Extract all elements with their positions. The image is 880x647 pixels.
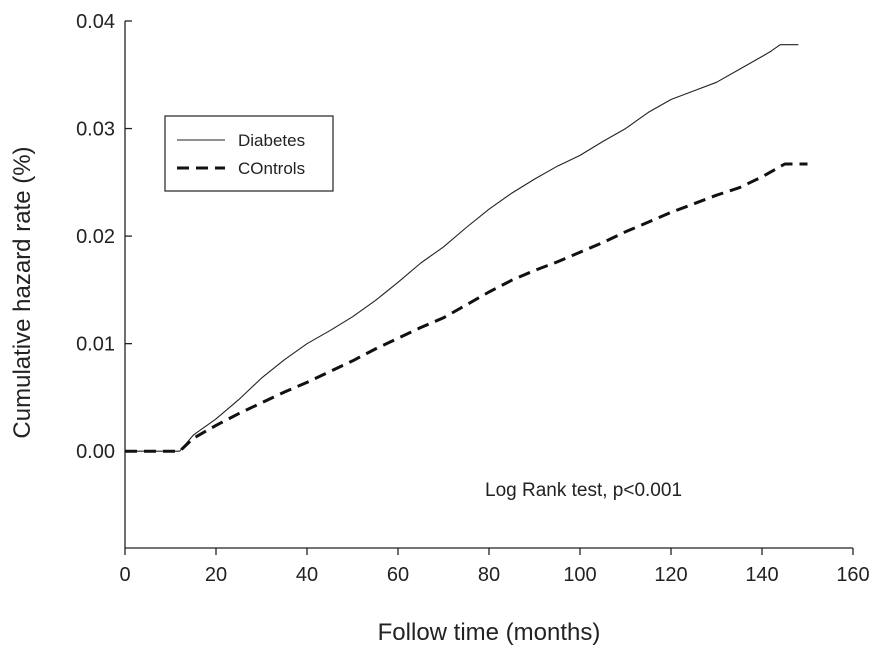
y-ticks: 0.00 0.01 0.02 0.03 0.04 [76,11,132,463]
x-tick-label: 100 [563,564,596,586]
legend-box [164,115,334,192]
x-tick-label: 20 [205,564,227,586]
y-tick-label: 0.04 [76,11,115,33]
x-ticks: 0 20 40 60 80 100 120 140 160 [119,548,870,586]
x-tick-label: 60 [387,564,409,586]
log-rank-annotation: Log Rank test, p<0.001 [485,480,682,501]
legend: Diabetes COntrols [164,115,334,192]
series-layer [125,44,808,453]
axes [124,21,853,549]
y-axis-title: Cumulative hazard rate (%) [9,146,36,438]
legend-label-controls: COntrols [238,159,305,178]
y-tick-label: 0.00 [76,441,115,463]
x-tick-label: 40 [296,564,318,586]
y-tick-label: 0.03 [76,119,115,141]
x-tick-label: 160 [836,564,869,586]
x-axis-title: Follow time (months) [378,619,601,646]
series-line-diabetes [125,44,799,452]
y-tick-label: 0.02 [76,226,115,248]
y-tick-label: 0.01 [76,334,115,356]
x-tick-label: 120 [654,564,687,586]
series-line-controls [125,162,808,453]
legend-label-diabetes: Diabetes [238,131,305,150]
x-tick-label: 0 [119,564,130,586]
x-tick-label: 80 [478,564,500,586]
x-tick-label: 140 [745,564,778,586]
